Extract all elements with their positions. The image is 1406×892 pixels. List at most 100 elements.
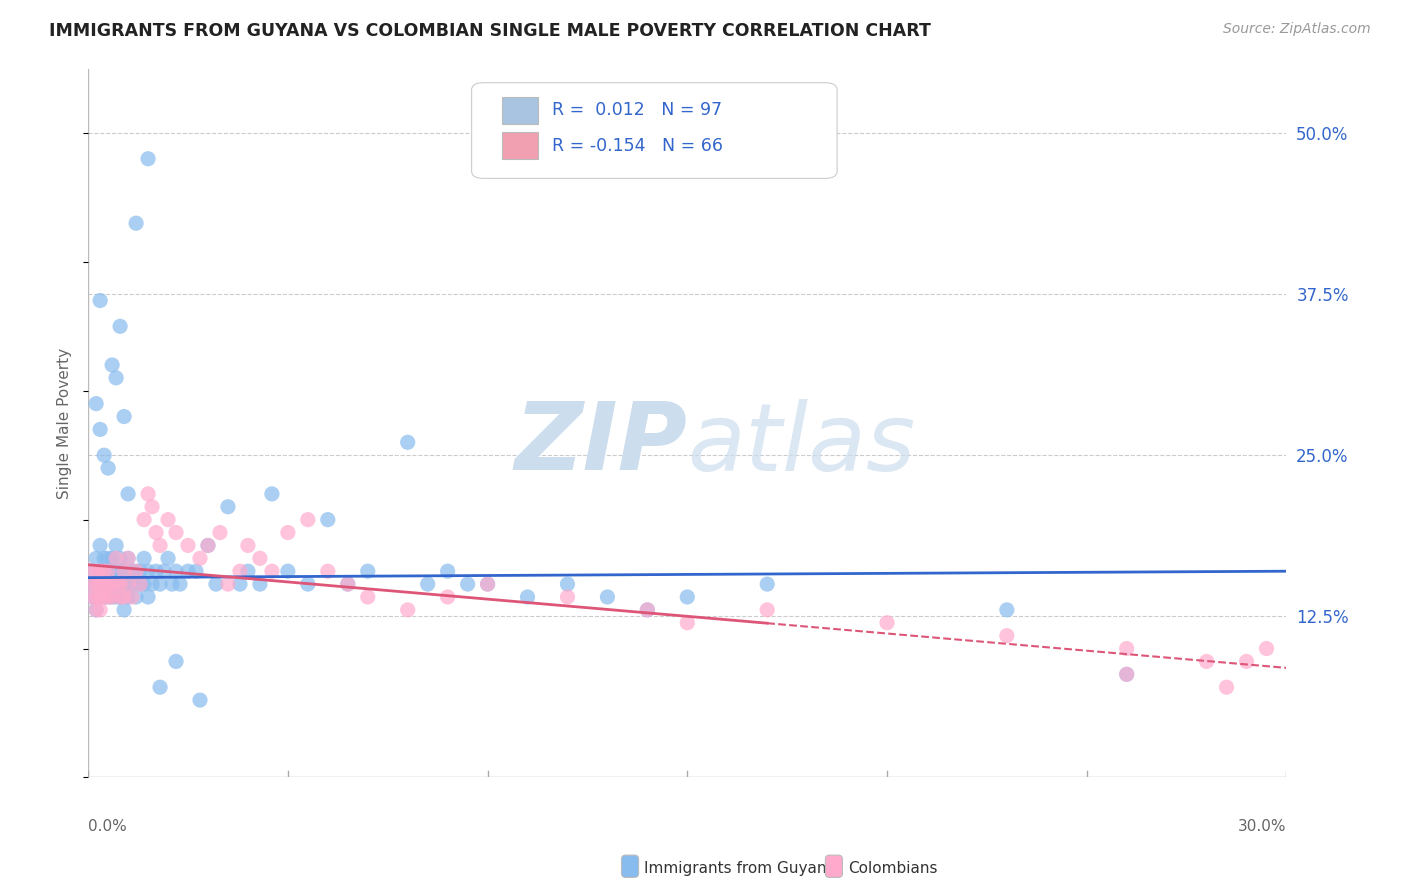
Point — [93, 448, 115, 462]
Point — [197, 538, 219, 552]
Point — [145, 525, 167, 540]
Point — [89, 538, 111, 552]
Point — [97, 577, 120, 591]
Point — [297, 577, 319, 591]
Point — [229, 564, 252, 578]
Point — [117, 551, 139, 566]
Point — [516, 590, 538, 604]
Point — [125, 216, 148, 230]
Point — [336, 577, 359, 591]
Point — [260, 564, 283, 578]
Point — [84, 590, 107, 604]
Point — [596, 590, 619, 604]
Point — [236, 538, 259, 552]
Point — [436, 590, 458, 604]
Point — [89, 293, 111, 308]
Point — [277, 525, 299, 540]
Point — [157, 551, 180, 566]
Point — [101, 577, 124, 591]
Point — [756, 603, 779, 617]
Point — [157, 513, 180, 527]
Point — [97, 590, 120, 604]
Point — [84, 577, 107, 591]
Point — [89, 422, 111, 436]
Point — [149, 538, 172, 552]
Point — [436, 564, 458, 578]
Point — [160, 577, 183, 591]
Point — [89, 564, 111, 578]
Point — [97, 590, 120, 604]
Point — [82, 564, 104, 578]
Point — [84, 590, 107, 604]
Point — [84, 564, 107, 578]
Text: R = -0.154   N = 66: R = -0.154 N = 66 — [553, 136, 723, 155]
Point — [101, 590, 124, 604]
Point — [249, 551, 271, 566]
Point — [132, 513, 155, 527]
Point — [101, 358, 124, 372]
Point — [136, 152, 159, 166]
Point — [93, 564, 115, 578]
Point — [1115, 641, 1137, 656]
Point — [105, 371, 128, 385]
Point — [636, 603, 658, 617]
Point — [101, 577, 124, 591]
Point — [357, 564, 380, 578]
Point — [93, 590, 115, 604]
Point — [477, 577, 499, 591]
Point — [105, 538, 128, 552]
Text: Colombians: Colombians — [848, 861, 938, 876]
Point — [1236, 655, 1258, 669]
Point — [97, 564, 120, 578]
Text: ZIP: ZIP — [515, 398, 688, 491]
Point — [89, 590, 111, 604]
Point — [117, 577, 139, 591]
Point — [89, 577, 111, 591]
Point — [396, 603, 419, 617]
Point — [136, 590, 159, 604]
Point — [357, 590, 380, 604]
Point — [93, 564, 115, 578]
FancyBboxPatch shape — [471, 83, 837, 178]
Point — [169, 577, 191, 591]
Text: IMMIGRANTS FROM GUYANA VS COLOMBIAN SINGLE MALE POVERTY CORRELATION CHART: IMMIGRANTS FROM GUYANA VS COLOMBIAN SING… — [49, 22, 931, 40]
Point — [105, 551, 128, 566]
Point — [117, 551, 139, 566]
Point — [177, 538, 200, 552]
Point — [188, 693, 211, 707]
Point — [260, 487, 283, 501]
Point — [125, 590, 148, 604]
Point — [117, 487, 139, 501]
Point — [108, 577, 131, 591]
Point — [89, 577, 111, 591]
Point — [129, 577, 152, 591]
Point — [121, 590, 143, 604]
Point — [93, 577, 115, 591]
Point — [457, 577, 479, 591]
Point — [636, 603, 658, 617]
Point — [557, 590, 579, 604]
Point — [112, 590, 135, 604]
Point — [117, 577, 139, 591]
Text: 30.0%: 30.0% — [1237, 819, 1286, 834]
Point — [108, 577, 131, 591]
Point — [197, 538, 219, 552]
Point — [84, 551, 107, 566]
Point — [101, 590, 124, 604]
Text: Immigrants from Guyana: Immigrants from Guyana — [644, 861, 835, 876]
Point — [82, 577, 104, 591]
Point — [277, 564, 299, 578]
Point — [101, 564, 124, 578]
Point — [97, 551, 120, 566]
Point — [93, 577, 115, 591]
Point — [89, 564, 111, 578]
Point — [84, 397, 107, 411]
Point — [93, 551, 115, 566]
Point — [93, 590, 115, 604]
Point — [297, 513, 319, 527]
Point — [557, 577, 579, 591]
Point — [416, 577, 439, 591]
FancyBboxPatch shape — [502, 132, 537, 160]
Point — [149, 577, 172, 591]
Point — [756, 577, 779, 591]
